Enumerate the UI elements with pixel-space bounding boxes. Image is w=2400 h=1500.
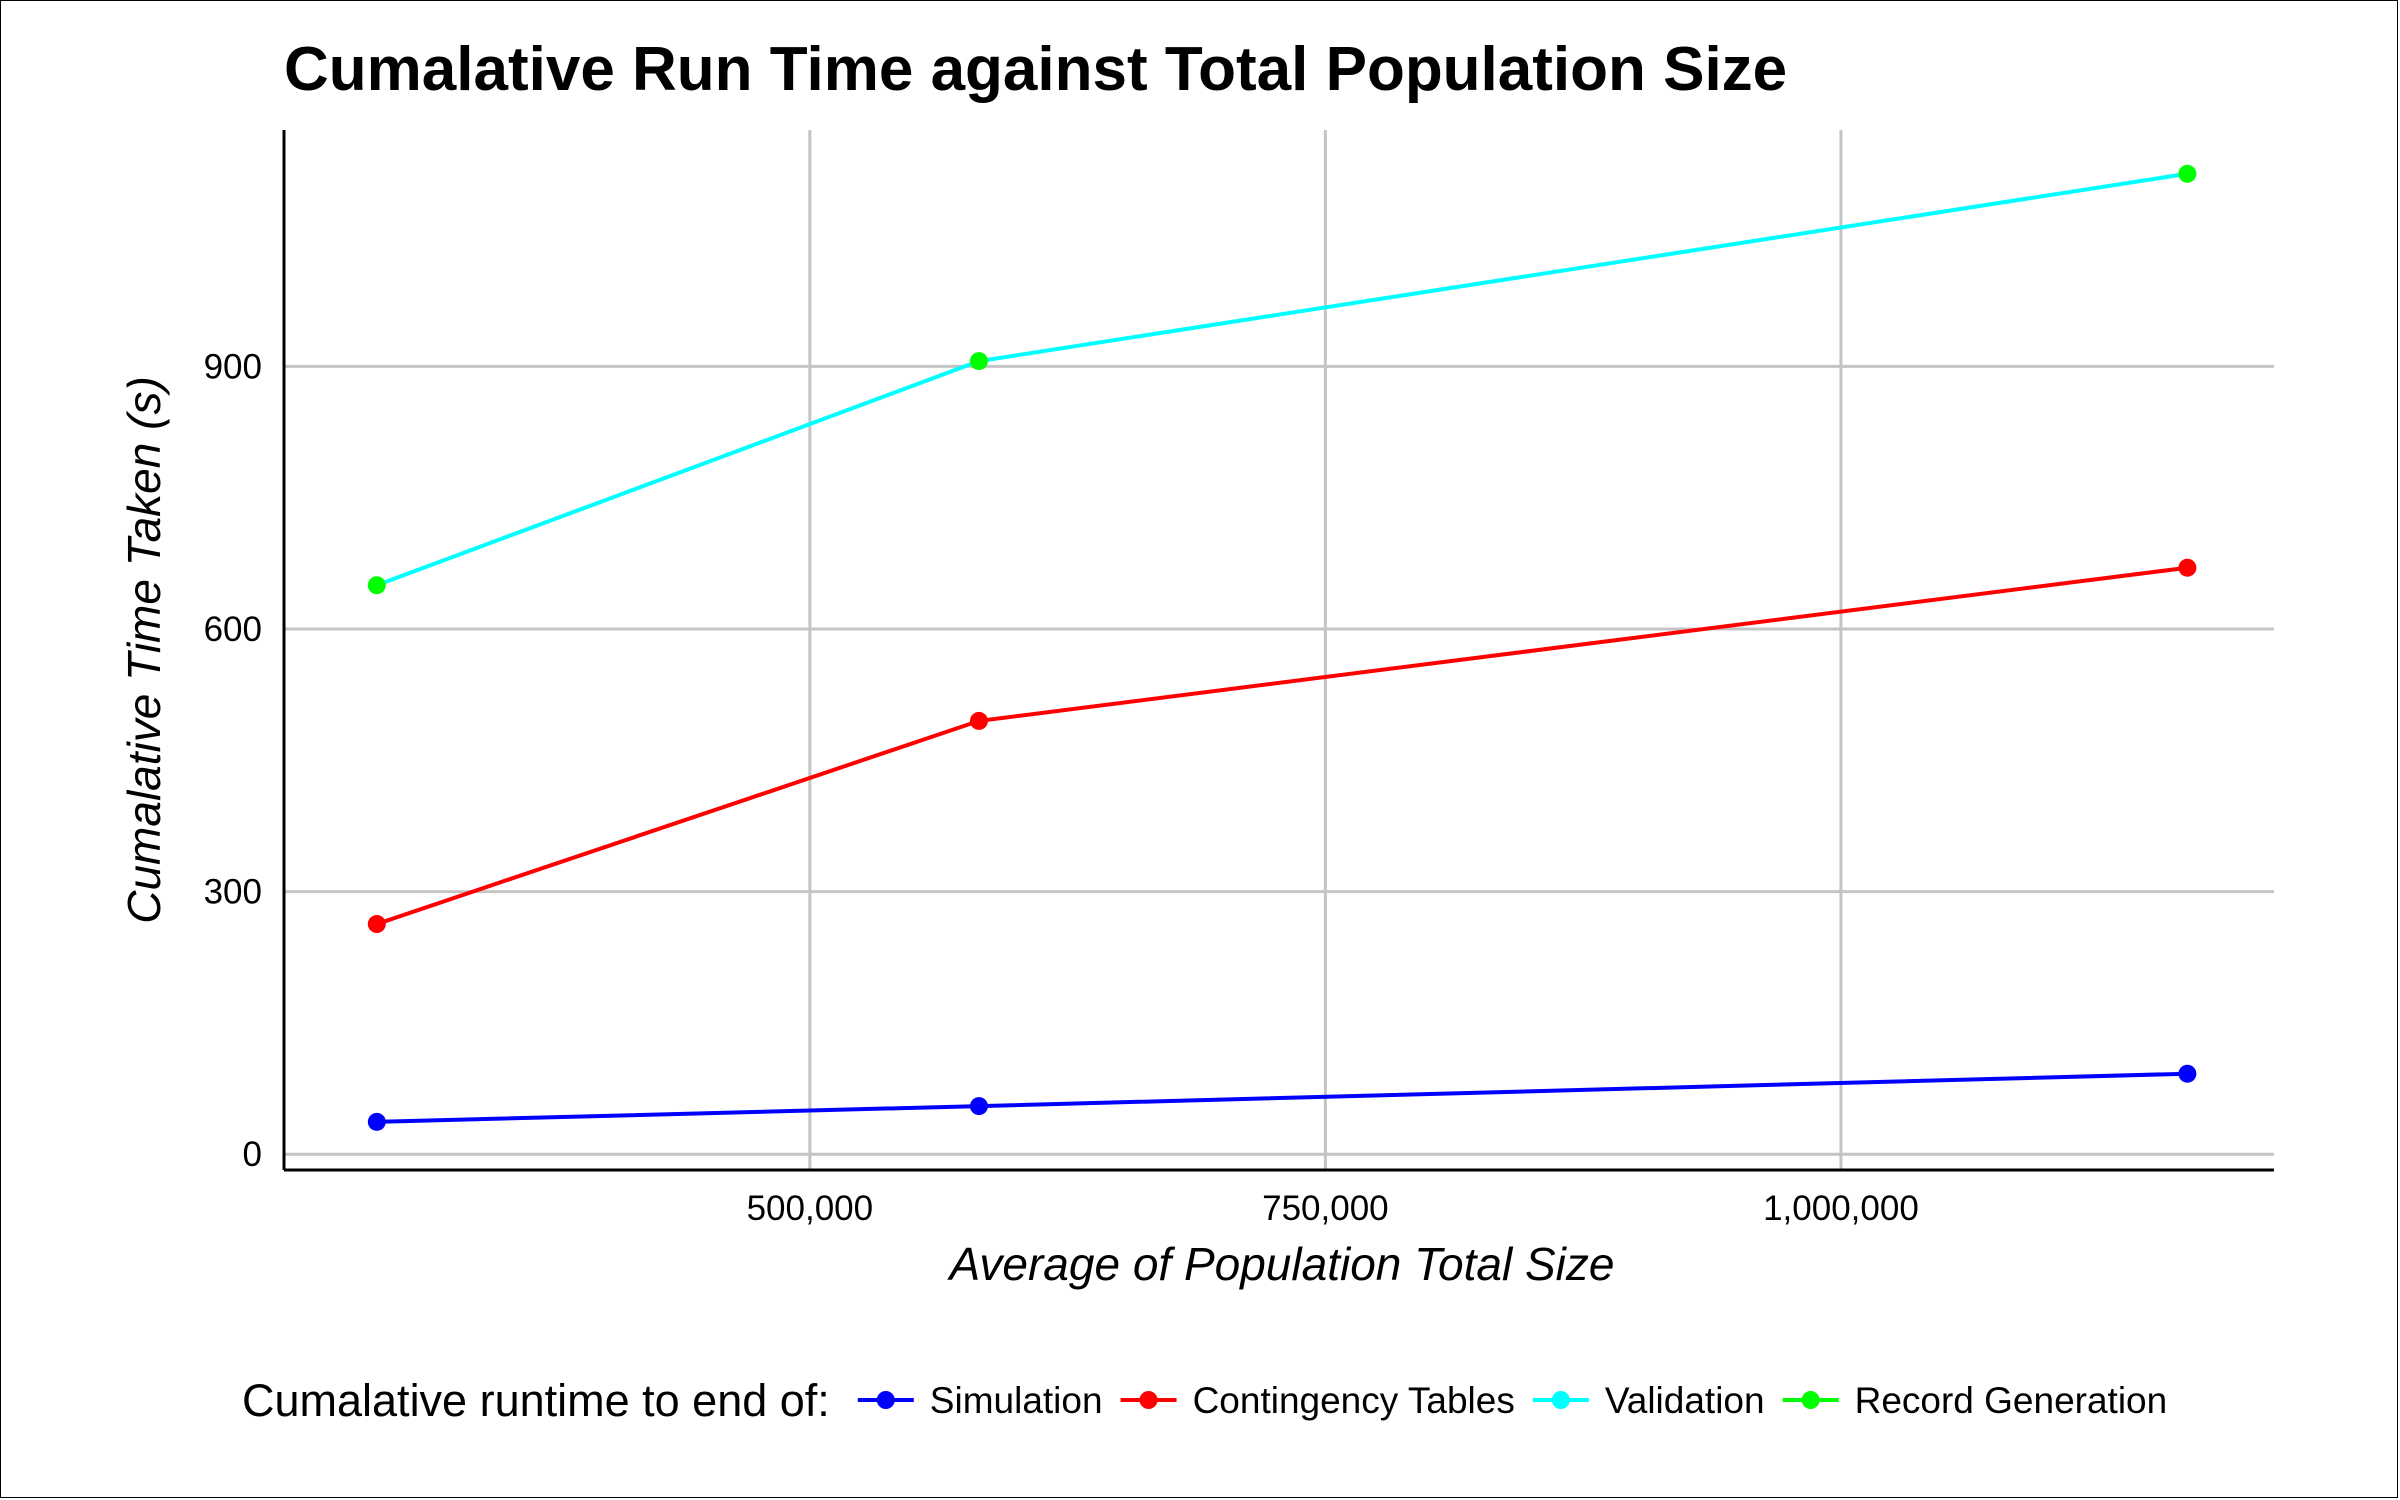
x-tick-label: 1,000,000 [1763,1189,1919,1228]
legend-item-simulation: Simulation [857,1380,1103,1421]
x-tick-label: 500,000 [747,1189,874,1228]
legend-key-point [1551,1391,1570,1409]
data-point-record-generation [2178,164,2197,183]
chart-title: Cumalative Run Time against Total Popula… [284,35,1787,104]
y-tick-label: 900 [204,347,262,386]
series-contingency-tables [367,558,2197,934]
data-point-simulation [367,1112,386,1131]
series-line-contingency-tables [376,565,2188,926]
data-point-record-generation [367,576,386,595]
y-tick-label: 0 [243,1135,262,1174]
y-tick-label: 300 [204,873,262,912]
y-axis-title: Cumalative Time Taken (s) [118,376,170,924]
data-point-contingency-tables [2178,558,2197,577]
x-tick-label: 750,000 [1262,1189,1389,1228]
series-line-simulation [376,1071,2188,1124]
data-point-simulation [969,1097,988,1116]
legend: Cumalative runtime to end of: Simulation… [242,1375,2167,1426]
y-axis-ticks: 0 300 600 900 [204,347,262,1174]
series-line-record-generation [376,171,2188,588]
x-axis-ticks: 500,000 750,000 1,000,000 [747,1189,1919,1228]
legend-label: Simulation [930,1380,1103,1421]
legend-item-validation: Validation [1532,1380,1765,1421]
data-point-contingency-tables [367,915,386,934]
data-point-contingency-tables [969,711,988,730]
legend-title: Cumalative runtime to end of: [242,1375,830,1426]
legend-item-record-generation: Record Generation [1782,1380,2168,1421]
legend-items: Simulation Contingency Tables Validation Re… [857,1380,2168,1421]
x-axis-title: Average of Population Total Size [947,1238,1615,1290]
grid-lines [284,130,2274,1170]
series-simulation [367,1064,2197,1131]
data-point-record-generation [969,352,988,371]
legend-key-point [1801,1391,1820,1409]
data-point-simulation [2178,1064,2197,1083]
legend-key-point [876,1391,895,1409]
legend-label: Record Generation [1855,1380,2168,1421]
legend-label: Contingency Tables [1193,1380,1515,1421]
legend-label: Validation [1605,1380,1765,1421]
y-tick-label: 600 [204,610,262,649]
series-record-generation [367,164,2197,595]
series-layer [367,164,2197,1131]
legend-item-contingency-tables: Contingency Tables [1120,1380,1515,1421]
legend-key-point [1139,1391,1158,1409]
